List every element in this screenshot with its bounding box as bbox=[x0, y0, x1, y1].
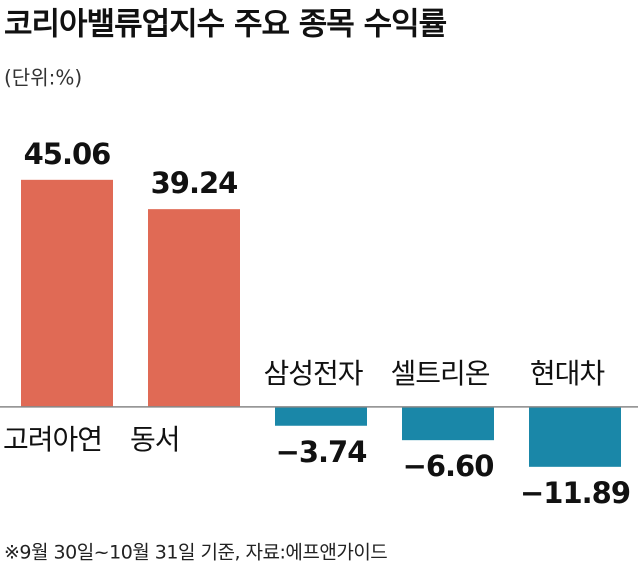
chart-subtitle: (단위:%) bbox=[4, 66, 82, 90]
category-label: 셀트리온 bbox=[390, 357, 489, 390]
bar bbox=[402, 406, 494, 441]
bar bbox=[21, 179, 113, 407]
category-label: 삼성전자 bbox=[263, 357, 362, 390]
value-label: 39.24 bbox=[151, 166, 238, 200]
value-label: −3.74 bbox=[276, 435, 367, 469]
value-label: −11.89 bbox=[520, 476, 630, 510]
bar bbox=[148, 209, 240, 407]
category-label: 현대차 bbox=[530, 357, 605, 390]
category-label: 동서 bbox=[130, 423, 180, 456]
chart-title: 코리아밸류업지수 주요 종목 수익률 bbox=[4, 7, 447, 43]
footnote: ※9월 30일~10월 31일 기준, 자료:에프앤가이드 bbox=[4, 542, 387, 564]
category-label: 고려아연 bbox=[3, 423, 102, 456]
value-label: −6.60 bbox=[403, 449, 494, 483]
value-label: 45.06 bbox=[24, 137, 111, 171]
bar bbox=[275, 406, 367, 426]
bar bbox=[529, 406, 621, 467]
